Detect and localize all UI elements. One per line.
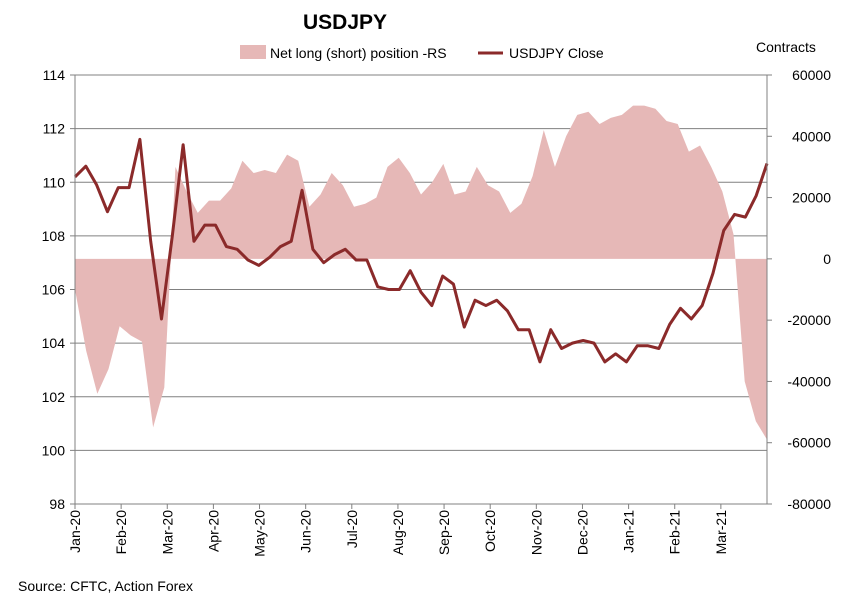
chart-title: USDJPY: [303, 11, 387, 34]
left-axis-tick-labels: 98 100 102 104 106 108 110 112 114: [42, 67, 66, 512]
left-tick-label: 102: [42, 389, 66, 405]
right-tick-label: 20000: [792, 190, 831, 206]
right-tick-label: -80000: [787, 496, 831, 512]
source-note: Source: CFTC, Action Forex: [18, 578, 193, 594]
usdjpy-close-line: [73, 137, 769, 364]
legend: Net long (short) position -RS USDJPY Clo…: [240, 45, 604, 61]
right-tick-label: 60000: [792, 67, 831, 83]
right-tick-label: -40000: [787, 373, 831, 389]
axes: [70, 74, 772, 505]
net-position-area-path: [75, 105, 767, 440]
x-tick-label: Aug-20: [390, 510, 406, 555]
x-tick-label: Oct-20: [482, 510, 498, 552]
x-tick-label: Feb-21: [667, 510, 683, 555]
x-tick-label: Jan-20: [67, 510, 83, 553]
legend-area-swatch: [240, 45, 266, 59]
left-tick-label: 106: [42, 282, 66, 298]
left-tick-label: 100: [42, 442, 66, 458]
left-tick-label: 108: [42, 228, 66, 244]
x-tick-label: May-20: [252, 510, 268, 557]
usdjpy-close-polyline: [73, 137, 769, 364]
x-tick-label: Dec-20: [574, 510, 590, 555]
x-tick-label: Apr-20: [205, 510, 221, 552]
legend-line-label: USDJPY Close: [509, 45, 604, 61]
net-position-area: [75, 105, 767, 440]
left-tick-label: 114: [43, 67, 66, 83]
x-axis-tick-labels: Jan-20 Feb-20 Mar-20 Apr-20 May-20 Jun-20 Jul-…: [67, 504, 729, 557]
left-tick-label: 104: [42, 335, 66, 351]
x-tick-label: Feb-20: [113, 510, 129, 555]
right-tick-label: 40000: [792, 128, 831, 144]
left-tick-label: 98: [49, 496, 65, 512]
left-tick-label: 110: [43, 174, 66, 190]
right-tick-label: -60000: [787, 435, 831, 451]
right-axis-label: Contracts: [756, 39, 816, 55]
right-tick-label: -20000: [787, 312, 831, 328]
x-tick-label: Jun-20: [298, 510, 314, 553]
x-tick-label: Sep-20: [436, 510, 452, 555]
right-tick-label: 0: [823, 251, 831, 267]
x-tick-label: Nov-20: [528, 510, 544, 555]
x-tick-label: Jan-21: [621, 510, 637, 553]
x-tick-label: Mar-20: [159, 510, 175, 555]
legend-area-label: Net long (short) position -RS: [270, 45, 447, 61]
left-tick-label: 112: [43, 121, 66, 137]
right-axis-tick-labels: -80000 -60000 -40000 -20000 0 20000 40000 60000: [787, 67, 831, 512]
x-tick-label: Mar-21: [713, 510, 729, 555]
x-tick-label: Jul-20: [344, 510, 360, 548]
